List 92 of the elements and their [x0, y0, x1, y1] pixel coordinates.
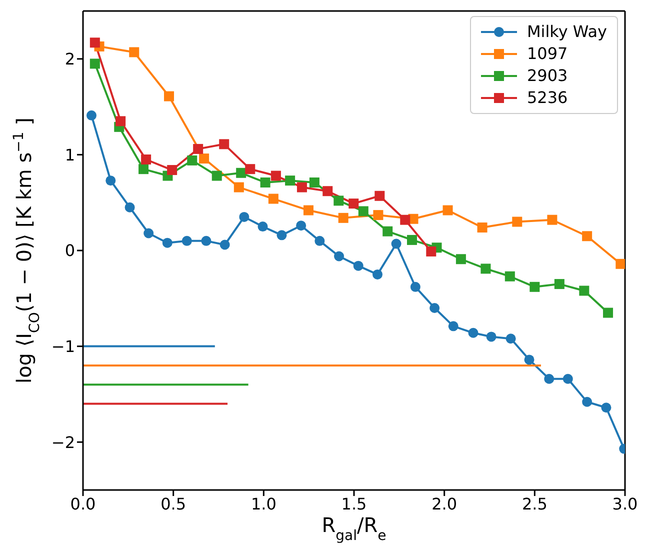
point — [90, 38, 100, 48]
y-tick-label: 1 — [64, 145, 75, 164]
point — [164, 91, 174, 102]
point — [182, 236, 192, 246]
point — [220, 240, 230, 250]
point — [504, 271, 515, 282]
point — [358, 206, 368, 216]
x-tick-label: 0.5 — [160, 494, 186, 514]
point — [106, 176, 116, 186]
point — [410, 282, 420, 292]
point — [162, 238, 172, 248]
point — [314, 236, 325, 246]
point — [322, 186, 333, 196]
point — [579, 286, 590, 296]
point — [456, 254, 466, 264]
point — [276, 230, 287, 240]
x-tick-label: 2.0 — [432, 494, 458, 514]
point — [334, 196, 344, 206]
point — [187, 155, 198, 166]
point — [554, 279, 564, 290]
point — [582, 231, 592, 242]
point — [268, 194, 278, 204]
point — [524, 354, 534, 365]
point — [477, 222, 488, 233]
point — [270, 170, 281, 181]
x-tick-label: 3.0 — [612, 494, 638, 514]
point — [338, 212, 348, 223]
point — [616, 258, 625, 269]
point — [303, 205, 314, 216]
point — [373, 210, 384, 220]
point — [129, 47, 140, 58]
point — [603, 308, 614, 318]
legend-label: 1097 — [526, 43, 568, 65]
point — [512, 216, 522, 227]
point — [90, 58, 100, 69]
point — [400, 214, 410, 225]
point — [486, 332, 496, 342]
y-tick-label: −2 — [51, 432, 75, 452]
point — [144, 228, 154, 238]
point — [212, 170, 222, 181]
y-tick-label: 2 — [64, 50, 75, 69]
point — [391, 238, 402, 249]
point — [334, 251, 344, 262]
point — [353, 260, 364, 271]
x-tick-label: 1.5 — [341, 494, 367, 514]
point — [374, 190, 385, 201]
point — [296, 220, 306, 231]
point — [258, 222, 268, 232]
legend-label: Milky Way — [526, 21, 607, 43]
point — [372, 269, 382, 280]
legend-label: 2903 — [526, 65, 568, 87]
y-tick-label: −1 — [51, 336, 75, 356]
point — [239, 212, 250, 222]
y-tick-label: 0 — [64, 241, 75, 260]
point — [201, 236, 212, 246]
point — [426, 246, 436, 256]
point — [601, 402, 612, 413]
point — [219, 139, 230, 150]
x-tick-label: 2.5 — [522, 494, 548, 514]
point — [141, 154, 152, 164]
x-axis-title: R$_{gal}$/R$_{e}$ — [322, 513, 386, 544]
point — [547, 214, 558, 225]
point — [448, 321, 458, 332]
point — [138, 164, 149, 174]
point — [199, 154, 210, 164]
x-tick-label: 1.0 — [250, 494, 276, 514]
point — [430, 302, 440, 313]
point — [234, 182, 244, 192]
point — [193, 144, 204, 154]
point — [245, 164, 256, 174]
point — [582, 396, 592, 407]
point — [442, 205, 453, 216]
point — [167, 165, 178, 176]
point — [480, 264, 491, 274]
point — [285, 176, 296, 186]
point — [544, 374, 554, 384]
x-tick-label: 0.0 — [70, 494, 96, 514]
legend-label: 5236 — [526, 87, 568, 109]
point — [406, 234, 417, 245]
point — [506, 334, 516, 344]
point — [260, 177, 270, 188]
point — [296, 182, 307, 192]
point — [468, 328, 478, 338]
point — [562, 374, 573, 384]
point — [382, 226, 393, 236]
point — [309, 177, 320, 188]
point — [124, 202, 135, 212]
point — [86, 110, 96, 120]
point — [116, 116, 126, 126]
point — [530, 282, 540, 292]
point — [236, 168, 246, 178]
point — [348, 198, 359, 209]
